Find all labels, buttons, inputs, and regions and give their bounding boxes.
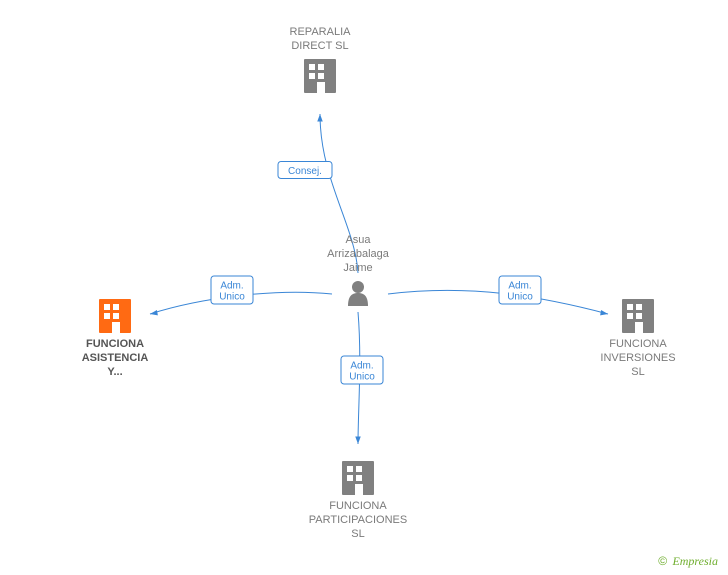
building-icon — [304, 59, 336, 93]
building-icon — [622, 299, 654, 333]
edge-arrowhead — [317, 114, 322, 122]
copyright-symbol: © — [658, 554, 667, 568]
edge-arrowhead — [150, 310, 158, 315]
edge-label-text: Unico — [507, 291, 533, 302]
building-icon — [99, 299, 131, 333]
edge-label-text: Adm. — [508, 280, 531, 291]
edge-label-text: Adm. — [220, 280, 243, 291]
edge-label-text: Adm. — [350, 360, 373, 371]
credit-label: © Empresia — [658, 554, 718, 569]
credit-brand: Empresia — [672, 554, 718, 568]
edge-label-text: Unico — [219, 291, 245, 302]
edge-arrowhead — [600, 310, 608, 315]
edge-line — [388, 290, 608, 314]
node-label: FUNCIONA ASISTENCIA Y... — [45, 338, 185, 379]
building-icon — [342, 461, 374, 495]
edge-label-text: Unico — [349, 371, 375, 382]
node-label: FUNCIONA INVERSIONES SL — [568, 338, 708, 379]
center-person-label: Asua Arrizabalaga Jaime — [298, 234, 418, 275]
center-person-icon — [348, 281, 368, 306]
edge-label-text: Consej. — [288, 166, 322, 177]
node-label: FUNCIONA PARTICIPACIONES SL — [288, 500, 428, 541]
edge-arrowhead — [355, 436, 360, 444]
node-label: REPARALIA DIRECT SL — [250, 26, 390, 54]
network-diagram: Consej.Adm.UnicoAdm.UnicoAdm.Unico — [0, 0, 728, 575]
